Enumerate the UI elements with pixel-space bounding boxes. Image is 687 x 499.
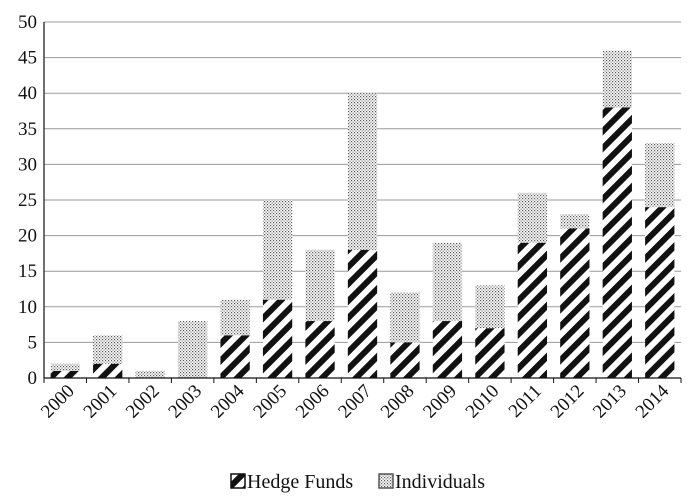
bar-individuals-2012	[560, 214, 590, 229]
axes	[43, 22, 682, 383]
bar-hedge-funds-2006	[305, 321, 335, 378]
legend-swatch-individuals	[378, 473, 394, 489]
bar-hedge-funds-2007	[347, 249, 378, 378]
x-tick-label: 2007	[334, 381, 376, 423]
legend-label-individuals: Individuals	[395, 471, 485, 493]
bar-hedge-funds-2010	[475, 328, 505, 378]
x-axis-tick-labels: 2000 2001 2002 2003 2004 2005 2006 2007 2008 2009…	[37, 380, 674, 422]
x-tick-label: 2011	[505, 381, 546, 422]
x-tick-label: 2002	[122, 381, 164, 423]
y-tick-label: 40	[18, 83, 37, 104]
x-tick-label: 2005	[249, 381, 291, 423]
y-tick-label: 25	[18, 190, 37, 211]
bar-hedge-funds-2013	[602, 107, 632, 378]
x-tick-label: 2001	[80, 381, 122, 423]
bar-hedge-funds-2012	[560, 228, 590, 378]
x-tick-label: 2003	[164, 381, 206, 423]
bar-hedge-funds-2009	[432, 321, 463, 378]
bars	[50, 50, 675, 378]
bar-individuals-2009	[432, 242, 463, 322]
y-tick-label: 0	[28, 368, 38, 389]
x-tick-label: 2000	[37, 381, 79, 423]
bar-individuals-2000	[50, 363, 80, 371]
x-tick-label: 2008	[377, 381, 419, 423]
legend-swatch-hedge-funds	[230, 473, 246, 489]
x-tick-label: 2012	[547, 381, 589, 423]
x-tick-label: 2010	[462, 381, 504, 423]
bar-individuals-2011	[517, 192, 548, 243]
bar-individuals-2010	[475, 285, 505, 329]
bar-individuals-2002	[135, 370, 165, 378]
bar-hedge-funds-2001	[93, 363, 123, 378]
y-tick-label: 10	[18, 297, 37, 318]
y-tick-label: 50	[18, 12, 37, 33]
bar-individuals-2007	[347, 93, 378, 250]
x-tick-label: 2004	[207, 380, 249, 422]
legend: Hedge Funds Individuals	[230, 471, 485, 493]
legend-label-hedge-funds: Hedge Funds	[247, 471, 353, 493]
y-tick-label: 20	[18, 226, 37, 247]
y-tick-label: 45	[18, 48, 37, 69]
bar-individuals-2003	[177, 321, 208, 378]
x-tick-label: 2014	[632, 380, 674, 422]
bar-hedge-funds-2000	[50, 370, 80, 378]
bar-individuals-2005	[262, 200, 293, 300]
y-tick-label: 30	[18, 154, 37, 175]
bar-individuals-2013	[602, 50, 632, 108]
bar-hedge-funds-2004	[220, 335, 250, 378]
y-tick-label: 5	[28, 332, 38, 353]
y-tick-label: 35	[18, 119, 37, 140]
x-tick-label: 2006	[292, 381, 334, 423]
bar-individuals-2006	[305, 249, 335, 322]
x-tick-label: 2013	[589, 381, 631, 423]
bar-hedge-funds-2008	[390, 342, 420, 378]
bar-hedge-funds-2011	[517, 242, 548, 378]
bar-individuals-2008	[390, 292, 420, 343]
y-axis-tick-labels: 0 5 10 15 20 25 30 35 40 45 50	[18, 12, 37, 389]
bar-individuals-2001	[93, 335, 123, 364]
bar-hedge-funds-2005	[262, 299, 293, 378]
bar-individuals-2004	[220, 299, 250, 336]
bar-hedge-funds-2014	[645, 207, 675, 378]
y-tick-label: 15	[18, 261, 37, 282]
x-tick-label: 2009	[419, 381, 461, 423]
bar-individuals-2014	[645, 143, 675, 208]
